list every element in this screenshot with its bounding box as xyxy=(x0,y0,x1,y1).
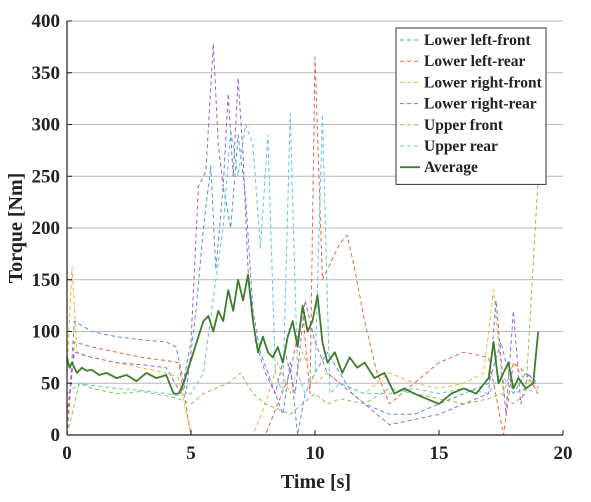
y-tick-label: 100 xyxy=(32,322,61,343)
y-tick-label: 50 xyxy=(41,373,60,394)
x-tick-label: 15 xyxy=(430,443,449,464)
y-tick-label: 300 xyxy=(32,115,61,136)
y-tick-label: 200 xyxy=(32,218,61,239)
legend-label: Upper rear xyxy=(424,138,498,155)
y-tick-label: 150 xyxy=(32,270,61,291)
legend-label: Lower left-front xyxy=(424,32,531,49)
x-tick-label: 10 xyxy=(306,443,325,464)
legend-label: Average xyxy=(424,159,478,176)
y-tick-label: 350 xyxy=(32,63,61,84)
legend-label: Lower right-rear xyxy=(424,96,537,113)
y-axis-label: Torque [Nm] xyxy=(5,173,27,284)
legend-label: Upper front xyxy=(424,117,504,134)
legend-label: Lower left-rear xyxy=(424,53,526,70)
x-tick-label: 0 xyxy=(62,443,72,464)
y-tick-label: 0 xyxy=(51,425,61,446)
series-line-3 xyxy=(66,266,539,436)
y-tick-label: 250 xyxy=(32,166,61,187)
series-line-7 xyxy=(66,273,540,405)
series-line-5 xyxy=(66,176,539,436)
legend-label: Lower right-front xyxy=(424,74,543,91)
series-line-1 xyxy=(66,134,539,436)
x-tick-label: 20 xyxy=(554,443,573,464)
legend-box xyxy=(395,27,547,185)
series-line-6 xyxy=(66,113,539,397)
y-tick-label: 400 xyxy=(32,11,61,32)
series-line-4 xyxy=(66,43,539,426)
legend: Lower left-front Lower left-rear Lower rig… xyxy=(395,27,547,185)
series-line-2 xyxy=(66,56,539,436)
series-lines xyxy=(66,43,540,436)
x-tick-label: 5 xyxy=(186,443,196,464)
x-axis-label: Time [s] xyxy=(281,471,351,493)
